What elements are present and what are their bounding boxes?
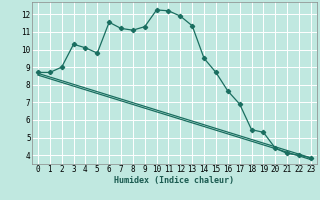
X-axis label: Humidex (Indice chaleur): Humidex (Indice chaleur) xyxy=(115,176,234,185)
